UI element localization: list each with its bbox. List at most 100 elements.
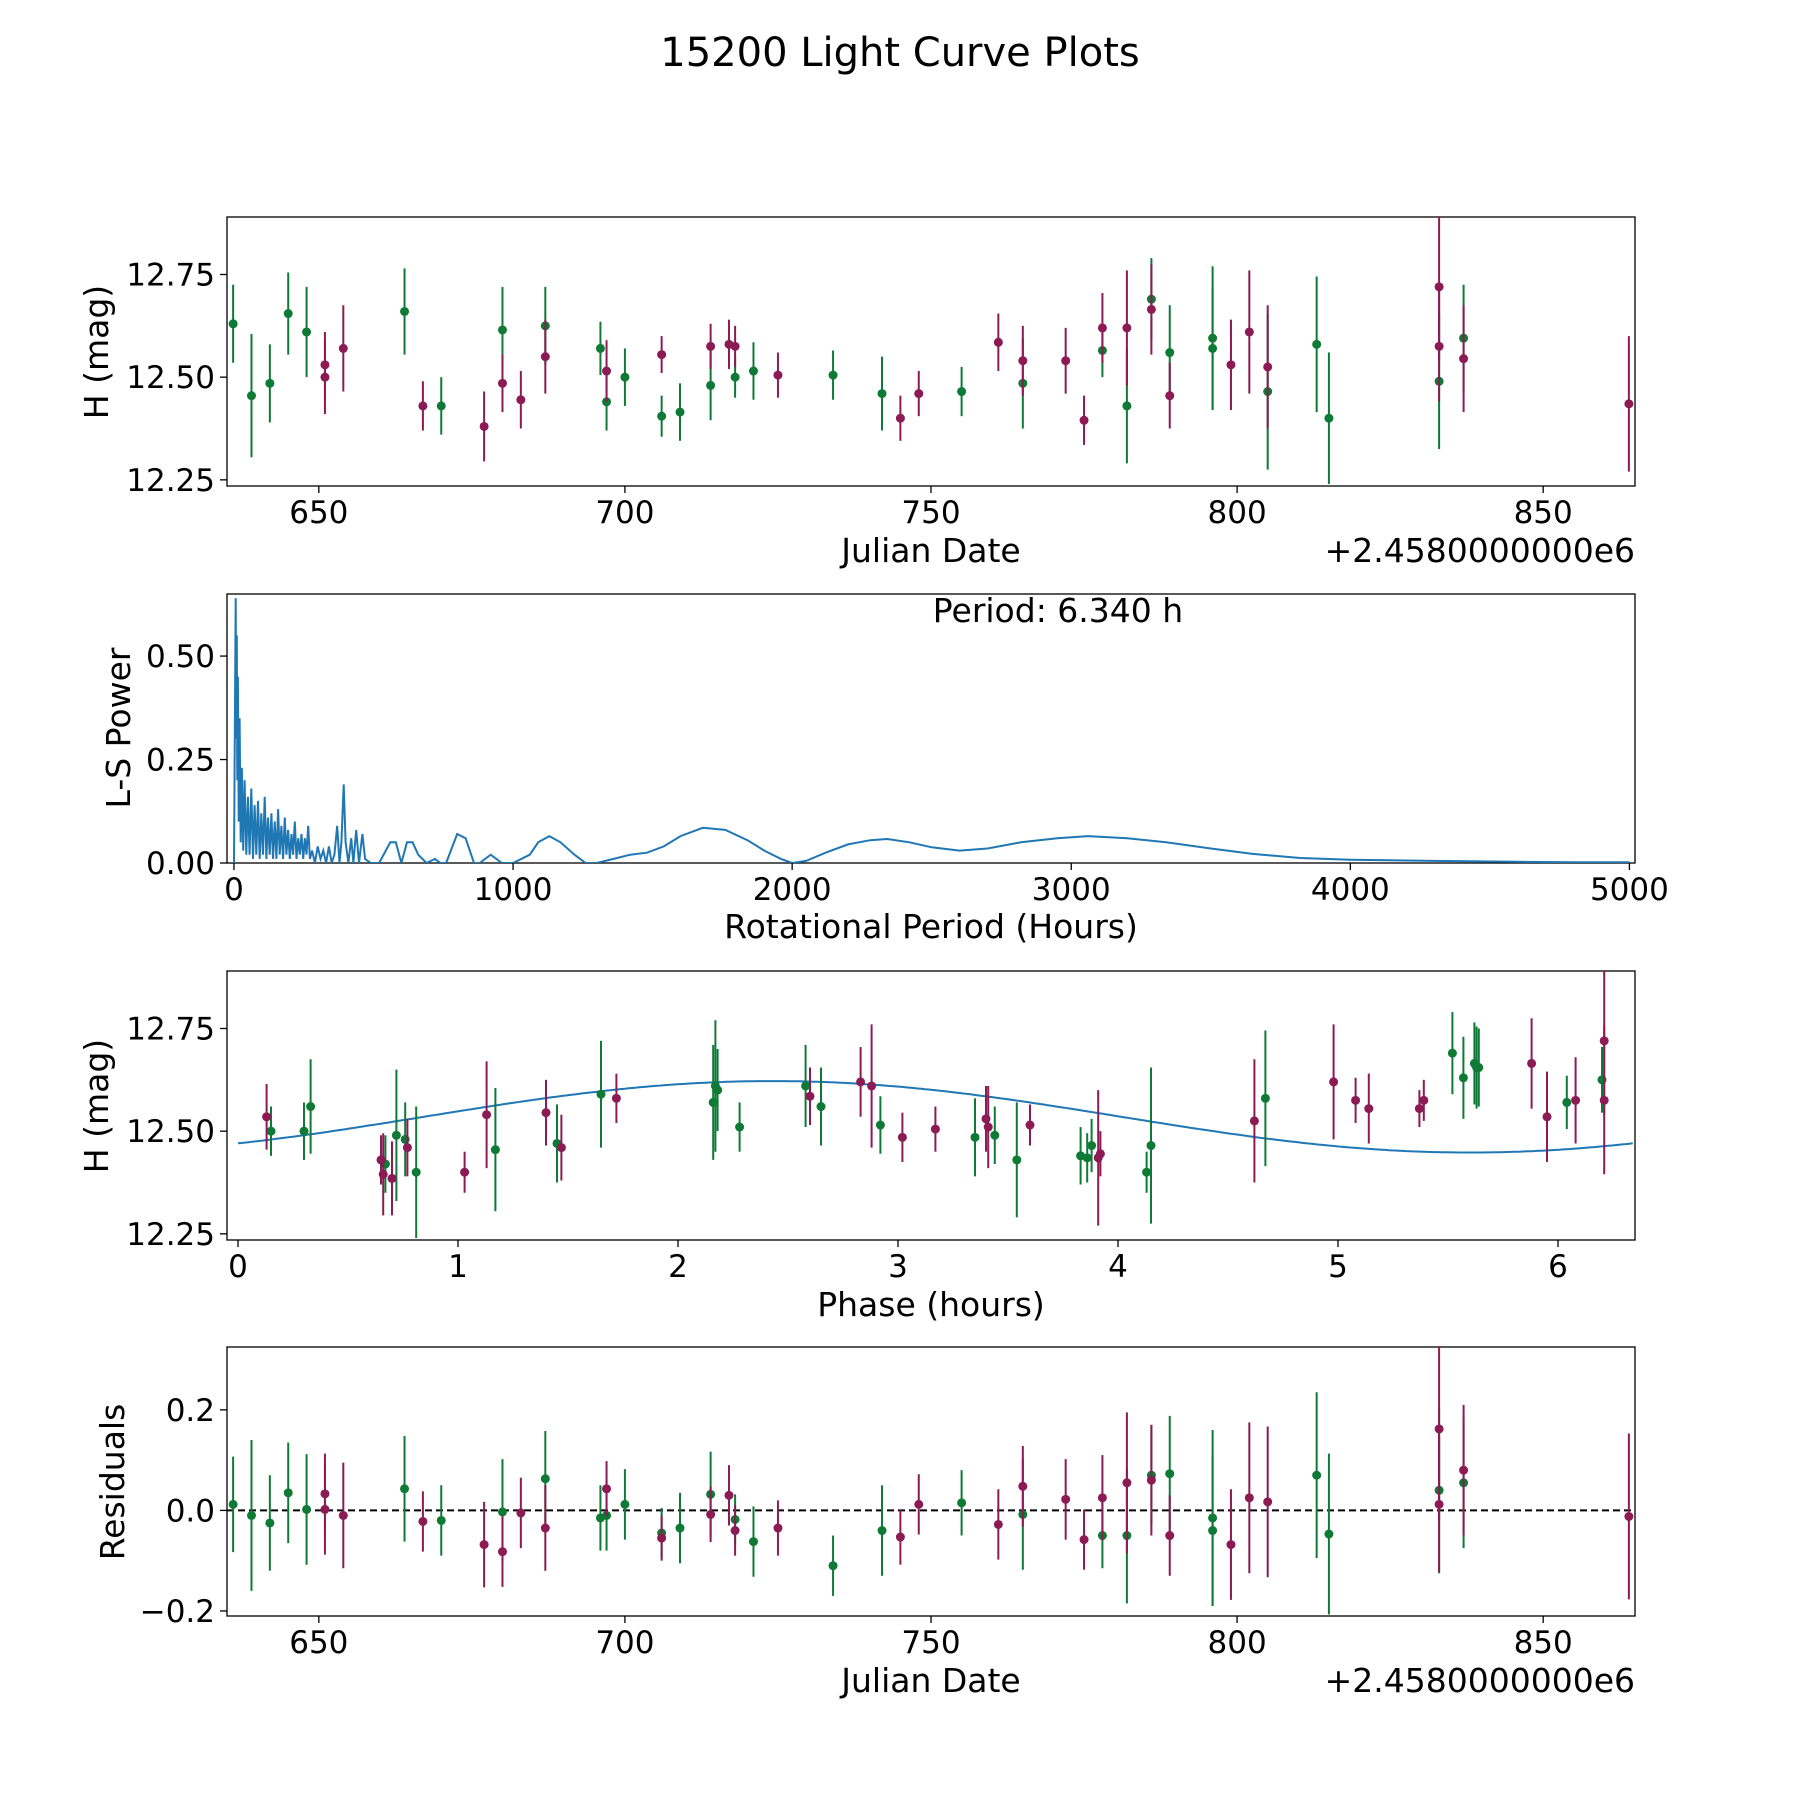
red-data-point	[1079, 1535, 1089, 1545]
green-data-point	[1087, 1141, 1097, 1151]
red-data-point	[541, 1108, 551, 1118]
green-data-point	[497, 1507, 507, 1517]
periodogram-annotation: Period: 6.340 h	[933, 591, 1183, 630]
red-data-point	[482, 1110, 492, 1120]
residuals-plot-area	[227, 1347, 1635, 1615]
red-data-point	[657, 350, 667, 360]
red-data-point	[1146, 1475, 1156, 1485]
x-tick-label: 700	[595, 495, 654, 531]
green-data-point	[957, 1498, 967, 1508]
red-data-point	[1419, 1095, 1429, 1105]
red-data-point	[479, 421, 489, 431]
power-spectrum-line	[233, 598, 1630, 863]
red-data-point	[773, 1523, 783, 1533]
figure-title: 15200 Light Curve Plots	[660, 30, 1139, 76]
red-data-point	[1459, 354, 1469, 364]
red-data-point	[773, 370, 783, 380]
red-data-point	[1434, 341, 1444, 351]
red-data-point	[993, 1519, 1003, 1529]
periodogram-ylabel: L-S Power	[99, 647, 138, 808]
green-data-point	[265, 1518, 275, 1528]
red-data-point	[1146, 304, 1156, 314]
periodogram-plot-area	[233, 598, 1630, 863]
green-data-point	[283, 309, 293, 319]
green-data-point	[400, 1484, 410, 1494]
red-data-point	[1624, 399, 1634, 409]
residuals-xlabel: Julian Date	[839, 1661, 1021, 1700]
red-data-point	[378, 1169, 388, 1179]
red-data-point	[497, 378, 507, 388]
green-data-point	[748, 1537, 758, 1547]
timeseries-ticks: 650 700 750 800 850 12.25 12.50 12.75	[126, 257, 1573, 531]
green-data-point	[1260, 1093, 1270, 1103]
red-data-point	[1079, 415, 1089, 425]
red-data-point	[1165, 391, 1175, 401]
red-data-point	[724, 1490, 734, 1500]
red-data-point	[1599, 1036, 1609, 1046]
residuals-offset-label: +2.4580000000e6	[1325, 1661, 1635, 1700]
green-data-point	[595, 343, 605, 353]
periodogram-panel: 0 1000 2000 3000 4000 5000 0.00 0.25 0.50 Period…	[99, 591, 1669, 946]
red-data-point	[556, 1143, 566, 1153]
red-data-point	[895, 1532, 905, 1542]
y-tick-label: 12.25	[126, 463, 215, 499]
y-tick-label: 12.75	[126, 257, 215, 293]
green-data-point	[675, 407, 685, 417]
timeseries-plot-area	[228, 217, 1634, 484]
red-data-point	[1571, 1095, 1581, 1105]
red-data-point	[479, 1540, 489, 1550]
green-data-point	[957, 387, 967, 397]
red-data-point	[895, 413, 905, 423]
x-tick-label: 850	[1514, 495, 1573, 531]
red-data-point	[1097, 323, 1107, 333]
x-tick-label: 5000	[1590, 872, 1669, 908]
green-data-point	[748, 366, 758, 376]
y-tick-label: 12.50	[126, 1114, 215, 1150]
x-tick-label: 750	[901, 1625, 960, 1661]
green-data-point	[302, 327, 312, 337]
green-data-point	[411, 1167, 421, 1177]
x-tick-label: 800	[1208, 1625, 1267, 1661]
y-tick-label: 12.75	[126, 1011, 215, 1047]
green-data-point	[1012, 1155, 1022, 1165]
green-data-point	[706, 380, 716, 390]
timeseries-data	[228, 217, 1634, 484]
red-data-point	[262, 1112, 272, 1122]
red-data-point	[856, 1077, 866, 1087]
red-data-point	[602, 366, 612, 376]
green-data-point	[877, 1526, 887, 1536]
x-tick-label: 750	[901, 495, 960, 531]
green-data-point	[877, 389, 887, 399]
red-data-point	[1061, 356, 1071, 366]
x-tick-label: 650	[289, 495, 348, 531]
y-tick-label: −0.2	[140, 1594, 215, 1630]
phased-data	[237, 971, 1633, 1238]
red-data-point	[1459, 1465, 1469, 1475]
green-data-point	[436, 401, 446, 411]
red-data-point	[516, 1508, 526, 1518]
green-data-point	[1312, 339, 1322, 349]
residuals-ylabel: Residuals	[93, 1404, 132, 1561]
green-data-point	[1324, 1529, 1334, 1539]
red-data-point	[338, 1510, 348, 1520]
red-data-point	[1329, 1077, 1339, 1087]
red-data-point	[1244, 327, 1254, 337]
red-data-point	[657, 1533, 667, 1543]
green-data-point	[391, 1130, 401, 1140]
y-tick-label: 0.00	[146, 846, 215, 882]
green-data-point	[246, 391, 256, 401]
green-data-point	[299, 1126, 309, 1136]
green-data-point	[1165, 1469, 1175, 1479]
periodogram-data	[233, 598, 1630, 863]
green-data-point	[540, 1474, 550, 1484]
periodogram-xlabel: Rotational Period (Hours)	[724, 907, 1138, 946]
red-data-point	[418, 401, 428, 411]
red-data-point	[730, 1526, 740, 1536]
x-tick-label: 2000	[753, 872, 832, 908]
x-tick-label: 1000	[474, 872, 553, 908]
green-data-point	[246, 1510, 256, 1520]
green-data-point	[713, 1085, 723, 1095]
red-data-point	[1018, 356, 1028, 366]
x-tick-label: 2	[668, 1249, 688, 1285]
green-data-point	[1458, 1073, 1468, 1083]
